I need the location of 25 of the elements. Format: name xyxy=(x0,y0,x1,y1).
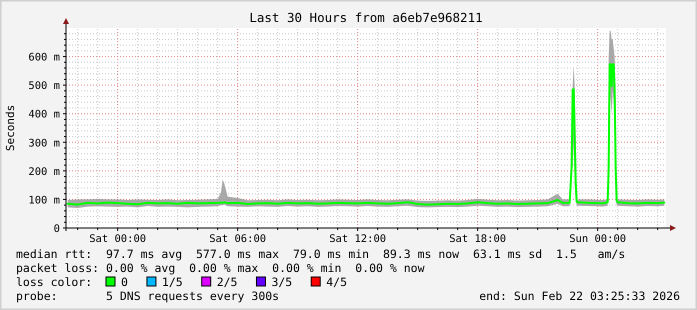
y-tick-label: 100 m xyxy=(28,194,60,206)
x-tick-label: Sat 18:00 xyxy=(449,233,506,245)
y-tick-label: 400 m xyxy=(28,108,60,121)
line-series xyxy=(66,63,666,206)
legend-label: 1/5 xyxy=(162,275,183,289)
y-tick-label: 600 m xyxy=(28,52,60,64)
text: median rtt: 97.7 ms avg 577.0 ms max 79.0 ms min 89.3 ms now 63.1 ms sd 1.5 am/s xyxy=(16,247,626,261)
legend-title: loss color: xyxy=(16,275,92,289)
text: end: Sun Feb 22 03:25:33 2026 xyxy=(479,289,680,303)
x-tick-label: Sat 00:00 xyxy=(89,233,146,245)
x-tick-label: Sat 06:00 xyxy=(209,233,266,245)
text: packet loss: 0.00 % avg 0.00 % max 0.00 % min 0.00 % now xyxy=(16,261,425,275)
text: probe: 5 DNS requests every 300s xyxy=(16,289,280,303)
y-tick-label: 500 m xyxy=(28,80,60,92)
legend-label: 4/5 xyxy=(326,275,348,289)
y-axis-title: Seconds xyxy=(4,104,17,152)
legend-label: 2/5 xyxy=(216,275,238,289)
chart-title: Last 30 Hours from a6eb7e968211 xyxy=(249,10,483,25)
legend-label: 0 xyxy=(121,275,128,289)
y-tick-label: 200 m xyxy=(28,166,60,178)
y-tick-label: 0 xyxy=(54,223,60,235)
x-tick-label: Sun 00:00 xyxy=(569,233,626,245)
y-tick-label: 300 m xyxy=(28,137,60,150)
legend-label: 3/5 xyxy=(271,275,292,289)
x-tick-label: Sat 12:00 xyxy=(329,233,386,245)
